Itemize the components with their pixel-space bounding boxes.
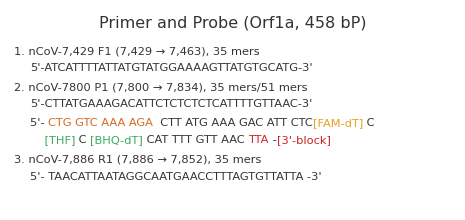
Text: 5'-ATCATTTTATTATGTATGGAAAAGTTATGTGCATG-3': 5'-ATCATTTTATTATGTATGGAAAAGTTATGTGCATG-3… <box>30 63 312 73</box>
Text: CAT TTT GTT AAC: CAT TTT GTT AAC <box>143 135 248 145</box>
Text: -: - <box>269 135 277 145</box>
Text: C: C <box>363 118 375 128</box>
Text: C: C <box>75 135 91 145</box>
Text: Primer and Probe (Orf1a, 458 bP): Primer and Probe (Orf1a, 458 bP) <box>99 16 366 31</box>
Text: 5'-: 5'- <box>30 118 48 128</box>
Text: CTT ATG AAA GAC ATT CTC: CTT ATG AAA GAC ATT CTC <box>153 118 313 128</box>
Text: TTA: TTA <box>248 135 269 145</box>
Text: 5'- TAACATTAATAGGCAATGAACCTTTAGTGTTATTA -3': 5'- TAACATTAATAGGCAATGAACCTTTAGTGTTATTA … <box>30 172 322 182</box>
Text: CTG GTC AAA AGA: CTG GTC AAA AGA <box>48 118 153 128</box>
Text: [BHQ-dT]: [BHQ-dT] <box>91 135 143 145</box>
Text: 2. nCoV-7800 P1 (7,800 → 7,834), 35 mers/51 mers: 2. nCoV-7800 P1 (7,800 → 7,834), 35 mers… <box>14 83 307 93</box>
Text: 5'-CTTATGAAAGACATTCTCTCTCTCATTTTGTTAAC-3': 5'-CTTATGAAAGACATTCTCTCTCTCATTTTGTTAAC-3… <box>30 99 312 109</box>
Text: [FAM-dT]: [FAM-dT] <box>313 118 363 128</box>
Text: [THF]: [THF] <box>30 135 75 145</box>
Text: 3. nCoV-7,886 R1 (7,886 → 7,852), 35 mers: 3. nCoV-7,886 R1 (7,886 → 7,852), 35 mer… <box>14 155 261 165</box>
Text: [3'-block]: [3'-block] <box>277 135 331 145</box>
Text: 1. nCoV-7,429 F1 (7,429 → 7,463), 35 mers: 1. nCoV-7,429 F1 (7,429 → 7,463), 35 mer… <box>14 47 259 57</box>
